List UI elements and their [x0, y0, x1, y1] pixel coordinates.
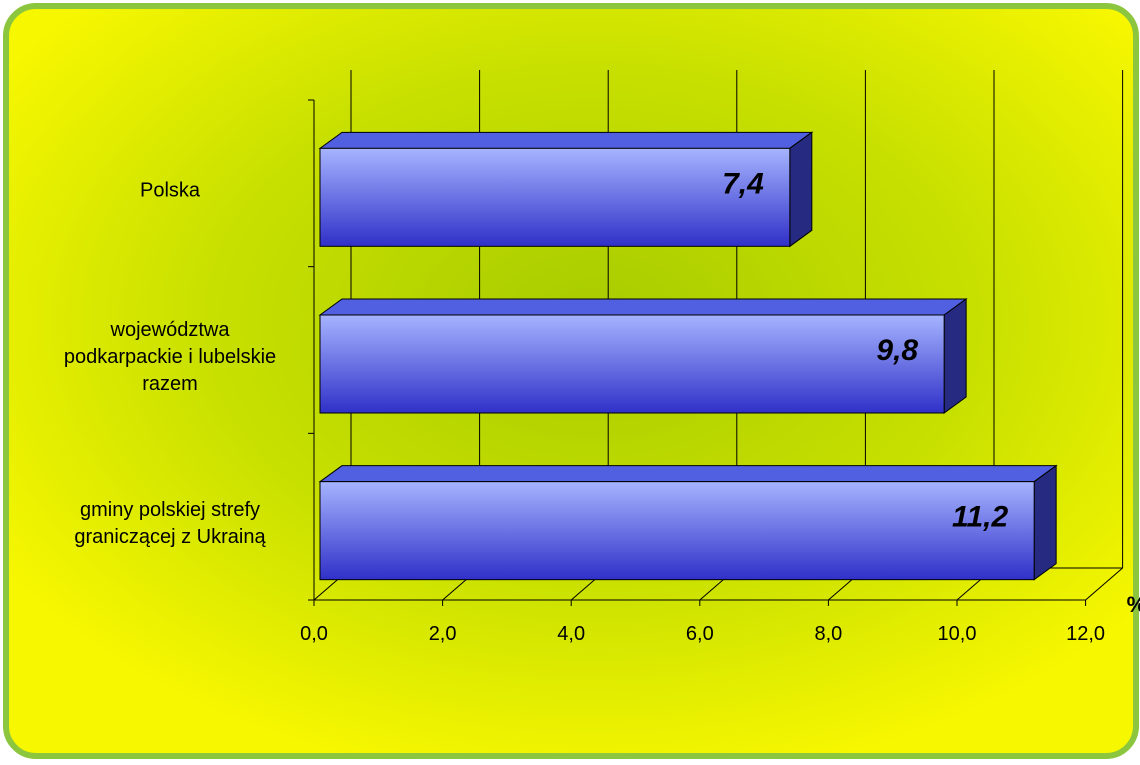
- category-label-line: Polska: [140, 179, 201, 201]
- bar-top: [318, 298, 968, 316]
- bar-side: [1033, 464, 1057, 581]
- bar: [319, 314, 945, 414]
- category-label-line: razem: [142, 373, 198, 395]
- data-label: 7,4: [722, 167, 764, 200]
- category-label: gminy polskiej strefy graniczącej z Ukrai…: [74, 499, 266, 548]
- category-label-line: województwa: [110, 319, 231, 341]
- data-label: 9,8: [876, 334, 918, 367]
- bar-side: [789, 131, 813, 248]
- axes: [308, 99, 1087, 606]
- x-tick-label: 12,0: [1066, 623, 1105, 645]
- labels: 0,0 2,0 4,0 6,0 8,0 10,0 12,0% 7,4 Polska 9,8 woje…: [64, 167, 1140, 645]
- bar-top: [318, 131, 814, 149]
- bars: [318, 131, 1058, 581]
- category-label: województwa podkarpackie i lubelskie razem: [64, 319, 276, 395]
- category-label: Polska: [140, 179, 201, 201]
- bar: [319, 481, 1035, 581]
- category-label-line: podkarpackie i lubelskie: [64, 346, 276, 368]
- x-tick-label: 4,0: [557, 623, 585, 645]
- category-label-line: gminy polskiej strefy: [80, 499, 260, 521]
- floor-gridline: [1085, 567, 1123, 601]
- x-tick-label: 0,0: [300, 623, 328, 645]
- category-label-line: graniczącej z Ukrainą: [74, 526, 266, 548]
- bar-side: [943, 298, 967, 414]
- x-tick-label: 10,0: [938, 623, 977, 645]
- x-tick-label: 2,0: [429, 623, 457, 645]
- x-tick-label: 6,0: [686, 623, 714, 645]
- bar-top: [318, 465, 1058, 483]
- x-tick-label: 8,0: [814, 623, 842, 645]
- bar: [319, 147, 791, 247]
- data-label: 11,2: [952, 501, 1008, 534]
- unit-label: %: [1127, 592, 1140, 617]
